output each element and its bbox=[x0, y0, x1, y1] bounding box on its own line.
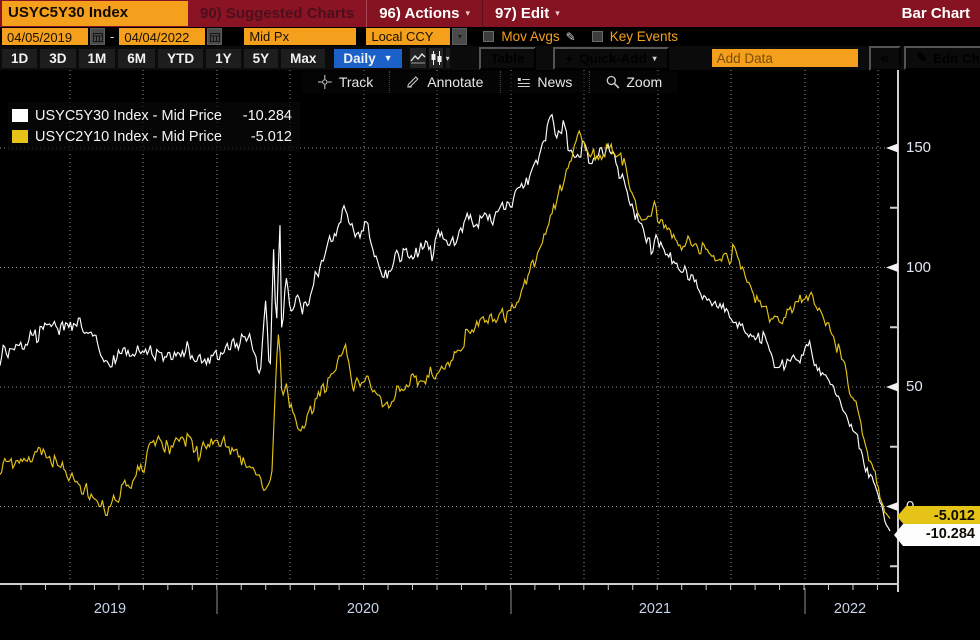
edit-chart-label: Edit Chart bbox=[933, 50, 980, 66]
chevron-down-icon: ▾ bbox=[445, 53, 450, 63]
range-button-3d[interactable]: 3D bbox=[40, 48, 76, 68]
date-range-dash: - bbox=[110, 29, 115, 44]
chart-toolbar: 1D 3D 1M 6M YTD 1Y 5Y Max Daily ▼ ▾ Tabl… bbox=[0, 45, 980, 71]
line-chart-type-button[interactable] bbox=[409, 48, 426, 68]
security-ticker-field[interactable]: USYC5Y30 Index bbox=[2, 1, 188, 26]
x-axis-year-label: 2019 bbox=[93, 601, 127, 617]
mov-avgs-checkbox[interactable] bbox=[483, 31, 495, 42]
chart-type-title: Bar Chart bbox=[901, 5, 970, 22]
series-line-usyc2y10 bbox=[0, 129, 891, 519]
range-button-ytd[interactable]: YTD bbox=[158, 48, 204, 68]
currency-selector[interactable]: Local CCY bbox=[366, 28, 451, 45]
edit-menu-button[interactable]: 97) Edit ▾ bbox=[482, 0, 572, 27]
y-tick-arrow bbox=[886, 382, 898, 392]
range-button-1y[interactable]: 1Y bbox=[206, 48, 241, 68]
annotate-label: Annotate bbox=[427, 74, 484, 90]
range-button-max[interactable]: Max bbox=[281, 48, 326, 68]
news-icon bbox=[517, 77, 530, 87]
series-swatch-yellow bbox=[12, 130, 28, 143]
chevron-down-icon: ▾ bbox=[652, 53, 657, 63]
range-button-5y[interactable]: 5Y bbox=[243, 48, 279, 68]
chart-type-more-dropdown[interactable]: ▾ bbox=[445, 48, 450, 68]
track-label: Track bbox=[338, 74, 374, 90]
date-to-input[interactable] bbox=[119, 28, 206, 45]
actions-menu-button[interactable]: 96) Actions ▾ bbox=[367, 0, 482, 27]
frequency-dropdown[interactable]: Daily ▼ bbox=[334, 48, 402, 68]
last-price-callout-usyc5y30: -10.284 bbox=[894, 524, 980, 546]
y-tick-arrow bbox=[886, 143, 898, 153]
suggested-charts-button[interactable]: 90) Suggested Charts bbox=[188, 0, 368, 27]
track-button[interactable]: Track bbox=[301, 71, 390, 93]
quick-add-button[interactable]: + Quick-Add ▾ bbox=[553, 46, 669, 70]
x-axis-year-label: 2021 bbox=[638, 601, 672, 617]
news-label: News bbox=[537, 74, 573, 90]
y-axis-label: 100 bbox=[906, 258, 932, 276]
chevron-down-icon: ▼ bbox=[383, 53, 393, 63]
zoom-label: Zoom bbox=[626, 74, 663, 90]
add-data-input[interactable] bbox=[711, 49, 858, 67]
price-field-selector[interactable]: Mid Px bbox=[244, 28, 357, 45]
field-bar: - Mid Px Local CCY ▾ Mov Avgs ✎ Key Even… bbox=[0, 27, 980, 46]
key-events-checkbox[interactable] bbox=[591, 31, 603, 42]
collapse-panel-button[interactable]: « bbox=[868, 45, 901, 71]
range-button-6m[interactable]: 6M bbox=[118, 48, 156, 68]
chevron-down-icon: ▾ bbox=[555, 8, 560, 18]
actions-label: 96) Actions bbox=[379, 5, 460, 22]
legend-label: USYC2Y10 Index - Mid Price bbox=[35, 128, 222, 145]
last-price-callout-usyc2y10: -5.012 bbox=[897, 506, 980, 527]
table-button[interactable]: Table bbox=[478, 46, 537, 70]
series-swatch-white bbox=[12, 109, 28, 122]
frequency-label: Daily bbox=[343, 50, 376, 66]
pencil-icon: ✎ bbox=[915, 50, 928, 65]
range-button-1d[interactable]: 1D bbox=[2, 48, 38, 68]
candlestick-icon bbox=[431, 51, 442, 65]
quick-add-label: Quick-Add bbox=[579, 50, 647, 66]
zoom-button[interactable]: Zoom bbox=[588, 71, 679, 93]
x-axis-year-label: 2022 bbox=[833, 601, 867, 617]
y-tick-arrow bbox=[886, 263, 898, 272]
news-button[interactable]: News bbox=[499, 71, 589, 93]
date-from-input[interactable] bbox=[2, 28, 88, 45]
plus-icon: + bbox=[565, 50, 574, 66]
mov-avgs-label: Mov Avgs bbox=[501, 29, 560, 44]
key-events-label: Key Events bbox=[609, 29, 678, 44]
chevron-down-icon: ▾ bbox=[465, 8, 471, 18]
currency-dropdown-icon[interactable]: ▾ bbox=[452, 28, 468, 45]
menubar: USYC5Y30 Index 90) Suggested Charts 96) … bbox=[0, 0, 980, 27]
line-chart-icon bbox=[410, 52, 426, 64]
legend-last-value: -5.012 bbox=[250, 128, 292, 145]
legend-last-value: -10.284 bbox=[242, 107, 292, 124]
edit-label: 97) Edit bbox=[495, 5, 550, 22]
legend-row-usyc2y10[interactable]: USYC2Y10 Index - Mid Price -5.012 bbox=[12, 126, 292, 147]
magnifier-icon bbox=[606, 75, 619, 89]
calendar-icon[interactable] bbox=[90, 28, 105, 45]
annotate-button[interactable]: Annotate bbox=[389, 71, 500, 93]
chart-tools-overlay: Track Annotate News Zoom bbox=[301, 71, 679, 93]
y-tick-arrow bbox=[886, 502, 898, 511]
x-axis-year-label: 2020 bbox=[346, 601, 380, 617]
pencil-icon[interactable]: ✎ bbox=[565, 29, 576, 44]
legend-row-usyc5y30[interactable]: USYC5Y30 Index - Mid Price -10.284 bbox=[12, 105, 292, 126]
range-button-1m[interactable]: 1M bbox=[78, 48, 116, 68]
chart-legend: USYC5Y30 Index - Mid Price -10.284 USYC2… bbox=[8, 102, 300, 151]
annotate-pencil-icon bbox=[407, 76, 420, 88]
legend-label: USYC5Y30 Index - Mid Price bbox=[35, 107, 222, 124]
y-axis-label: 50 bbox=[906, 378, 923, 395]
calendar-icon[interactable] bbox=[207, 28, 223, 45]
bar-chart-type-button[interactable] bbox=[428, 48, 443, 68]
y-axis-label: 150 bbox=[906, 139, 932, 156]
edit-chart-button[interactable]: ✎ Edit Chart bbox=[903, 46, 980, 70]
crosshair-icon bbox=[317, 75, 332, 89]
series-line-usyc5y30 bbox=[0, 113, 891, 532]
